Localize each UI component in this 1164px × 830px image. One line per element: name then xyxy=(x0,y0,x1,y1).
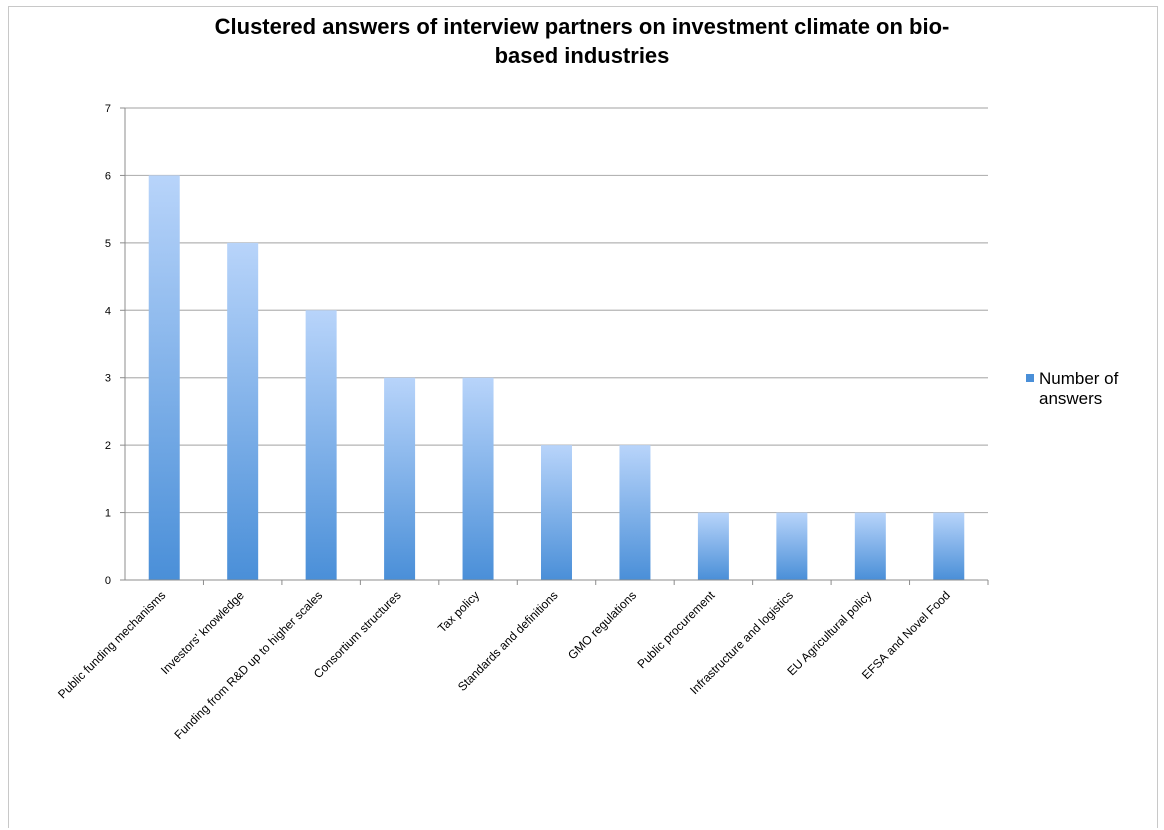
axes xyxy=(120,107,989,585)
legend-swatch xyxy=(1026,374,1034,382)
category-label: EFSA and Novel Food xyxy=(859,588,953,682)
y-tick-label: 5 xyxy=(105,238,111,250)
y-tick-label: 3 xyxy=(105,373,111,385)
category-label: Consortium structures xyxy=(311,588,404,681)
chart-title-line-2: based industries xyxy=(494,43,670,68)
category-label: Public funding mechanisms xyxy=(55,588,168,701)
bar xyxy=(541,445,572,580)
y-tick-label: 4 xyxy=(105,305,111,317)
bar xyxy=(384,377,416,580)
bar xyxy=(305,310,337,580)
chart-title-line-1: Clustered answers of interview partners … xyxy=(214,14,950,39)
chart-frame xyxy=(8,6,1158,828)
bar xyxy=(148,175,180,580)
chart-title: Clustered answers of interview partners … xyxy=(0,12,1164,70)
category-label: EU Agricultural policy xyxy=(784,588,874,678)
bars xyxy=(148,175,965,580)
category-label: Investors' knowledge xyxy=(158,588,247,677)
category-label: Tax policy xyxy=(435,588,482,635)
bar xyxy=(776,512,808,580)
category-label: Funding from R&D up to higher scales xyxy=(172,588,326,742)
legend-label: answers xyxy=(1039,389,1102,408)
bar xyxy=(933,512,965,580)
y-tick-label: 7 xyxy=(105,103,111,115)
y-tick-label: 1 xyxy=(105,508,111,520)
y-tick-label: 2 xyxy=(105,440,111,452)
y-tick-label: 6 xyxy=(105,170,111,182)
bar xyxy=(854,512,886,580)
legend-label: Number of xyxy=(1039,369,1119,388)
axis-labels: 0 1 2 3 4 5 6 7 Public funding mechanismsInvesto… xyxy=(55,103,953,742)
bar xyxy=(697,512,729,580)
y-tick-label: 0 xyxy=(105,575,111,587)
bar xyxy=(227,242,259,580)
bar xyxy=(619,445,651,580)
bar xyxy=(462,377,494,580)
category-label: GMO regulations xyxy=(565,588,639,662)
category-label: Public procurement xyxy=(635,588,718,671)
gridlines xyxy=(125,107,988,514)
